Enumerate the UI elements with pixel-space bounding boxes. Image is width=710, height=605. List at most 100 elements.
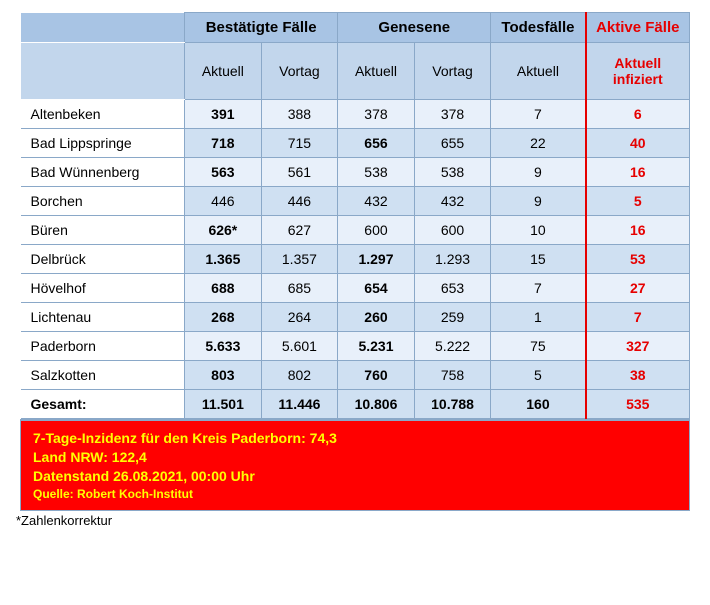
cell: Hövelhof (21, 274, 185, 303)
sub-aktive: Aktuell infiziert (586, 43, 690, 100)
sub-todes-aktuell: Aktuell (491, 43, 586, 100)
cell: 5.231 (338, 332, 415, 361)
cell: 7 (491, 274, 586, 303)
cell: 16 (586, 158, 690, 187)
footer-box: 7-Tage-Inzidenz für den Kreis Paderborn:… (20, 419, 690, 511)
cell: 22 (491, 129, 586, 158)
cell: 655 (414, 129, 491, 158)
cell: 378 (414, 100, 491, 129)
cell: 627 (261, 216, 338, 245)
cell: 11.446 (261, 390, 338, 419)
cell: 16 (586, 216, 690, 245)
cell: 432 (414, 187, 491, 216)
cell: 600 (414, 216, 491, 245)
table-row: Hövelhof688685654653727 (21, 274, 690, 303)
table-row: Altenbeken39138837837876 (21, 100, 690, 129)
cell: 803 (185, 361, 262, 390)
cell: 10.788 (414, 390, 491, 419)
blank-corner-2 (21, 43, 185, 100)
cell: 75 (491, 332, 586, 361)
cell: 1.297 (338, 245, 415, 274)
cell: 53 (586, 245, 690, 274)
footer-line-2: Land NRW: 122,4 (33, 448, 677, 467)
table-row: Paderborn5.6335.6015.2315.22275327 (21, 332, 690, 361)
cell: 1.293 (414, 245, 491, 274)
cell: 760 (338, 361, 415, 390)
cell: 563 (185, 158, 262, 187)
cell: 15 (491, 245, 586, 274)
table-row: Salzkotten803802760758538 (21, 361, 690, 390)
footer-source: Quelle: Robert Koch-Institut (33, 486, 677, 502)
cell: Büren (21, 216, 185, 245)
cell: 656 (338, 129, 415, 158)
table-row-total: Gesamt:11.50111.44610.80610.788160535 (21, 390, 690, 419)
cell: 264 (261, 303, 338, 332)
cell: Bad Wünnenberg (21, 158, 185, 187)
table-row: Lichtenau26826426025917 (21, 303, 690, 332)
cell: 1.357 (261, 245, 338, 274)
cell: 5 (586, 187, 690, 216)
cell: 653 (414, 274, 491, 303)
cell: 391 (185, 100, 262, 129)
cell: Borchen (21, 187, 185, 216)
cell: 432 (338, 187, 415, 216)
table-row: Delbrück1.3651.3571.2971.2931553 (21, 245, 690, 274)
cell: 688 (185, 274, 262, 303)
sub-genesene-aktuell: Aktuell (338, 43, 415, 100)
table-row: Borchen44644643243295 (21, 187, 690, 216)
blank-corner (21, 13, 185, 43)
sub-bestaetigte-aktuell: Aktuell (185, 43, 262, 100)
cell: 718 (185, 129, 262, 158)
cell: 715 (261, 129, 338, 158)
cell: Salzkotten (21, 361, 185, 390)
cell: 11.501 (185, 390, 262, 419)
cell: 1 (491, 303, 586, 332)
cell: 10.806 (338, 390, 415, 419)
cell: Altenbeken (21, 100, 185, 129)
cell: Gesamt: (21, 390, 185, 419)
cell: 535 (586, 390, 690, 419)
cell: 10 (491, 216, 586, 245)
cell: Delbrück (21, 245, 185, 274)
cell: 758 (414, 361, 491, 390)
col-aktive: Aktive Fälle (586, 13, 690, 43)
cell: 388 (261, 100, 338, 129)
cell: 7 (586, 303, 690, 332)
cell: 27 (586, 274, 690, 303)
footer-line-1: 7-Tage-Inzidenz für den Kreis Paderborn:… (33, 429, 677, 448)
table-body: Altenbeken39138837837876Bad Lippspringe7… (21, 100, 690, 419)
cell: 260 (338, 303, 415, 332)
cell: 5.222 (414, 332, 491, 361)
cell: 6 (586, 100, 690, 129)
cell: 5 (491, 361, 586, 390)
cell: 561 (261, 158, 338, 187)
cell: 1.365 (185, 245, 262, 274)
cell: 685 (261, 274, 338, 303)
footnote: *Zahlenkorrektur (16, 513, 698, 528)
cell: Bad Lippspringe (21, 129, 185, 158)
cell: 5.601 (261, 332, 338, 361)
cell: 626* (185, 216, 262, 245)
cell: 538 (414, 158, 491, 187)
cell: 378 (338, 100, 415, 129)
cell: 9 (491, 158, 586, 187)
cell: 268 (185, 303, 262, 332)
col-bestaetigte: Bestätigte Fälle (185, 13, 338, 43)
cell: 654 (338, 274, 415, 303)
covid-table: Bestätigte Fälle Genesene Todesfälle Akt… (20, 12, 690, 419)
cell: 538 (338, 158, 415, 187)
cell: 446 (185, 187, 262, 216)
cell: 259 (414, 303, 491, 332)
cell: 40 (586, 129, 690, 158)
cell: 327 (586, 332, 690, 361)
cell: 802 (261, 361, 338, 390)
col-todesfaelle: Todesfälle (491, 13, 586, 43)
cell: Lichtenau (21, 303, 185, 332)
cell: 38 (586, 361, 690, 390)
cell: 160 (491, 390, 586, 419)
cell: 7 (491, 100, 586, 129)
cell: 5.633 (185, 332, 262, 361)
table-row: Bad Wünnenberg563561538538916 (21, 158, 690, 187)
sub-genesene-vortag: Vortag (414, 43, 491, 100)
sub-bestaetigte-vortag: Vortag (261, 43, 338, 100)
